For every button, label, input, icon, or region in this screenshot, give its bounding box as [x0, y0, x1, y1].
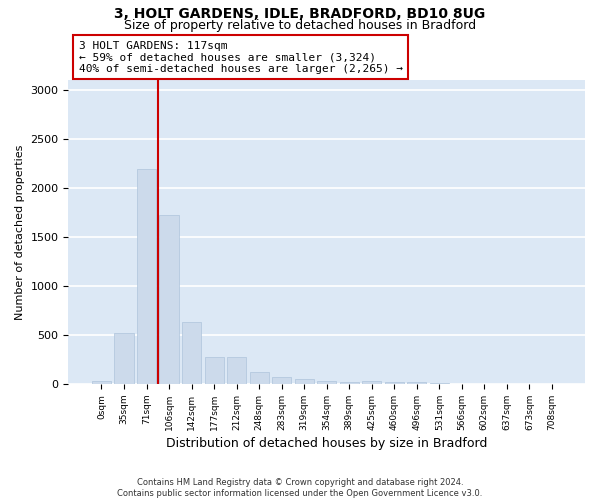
Text: 3, HOLT GARDENS, IDLE, BRADFORD, BD10 8UG: 3, HOLT GARDENS, IDLE, BRADFORD, BD10 8U… — [115, 8, 485, 22]
Bar — [317, 381, 336, 384]
Bar — [362, 381, 382, 384]
Bar — [205, 356, 224, 384]
Bar — [295, 380, 314, 384]
Bar — [137, 169, 156, 384]
Bar — [385, 382, 404, 384]
Bar — [340, 382, 359, 384]
Text: Contains HM Land Registry data © Crown copyright and database right 2024.
Contai: Contains HM Land Registry data © Crown c… — [118, 478, 482, 498]
Bar — [160, 216, 179, 384]
Bar — [430, 383, 449, 384]
Bar — [227, 357, 246, 384]
Bar — [407, 382, 427, 384]
Text: Size of property relative to detached houses in Bradford: Size of property relative to detached ho… — [124, 18, 476, 32]
Text: 3 HOLT GARDENS: 117sqm
← 59% of detached houses are smaller (3,324)
40% of semi-: 3 HOLT GARDENS: 117sqm ← 59% of detached… — [79, 40, 403, 74]
Bar — [115, 333, 134, 384]
Bar — [92, 381, 111, 384]
X-axis label: Distribution of detached houses by size in Bradford: Distribution of detached houses by size … — [166, 437, 487, 450]
Bar — [250, 372, 269, 384]
Bar — [272, 378, 291, 384]
Y-axis label: Number of detached properties: Number of detached properties — [15, 144, 25, 320]
Bar — [182, 322, 201, 384]
